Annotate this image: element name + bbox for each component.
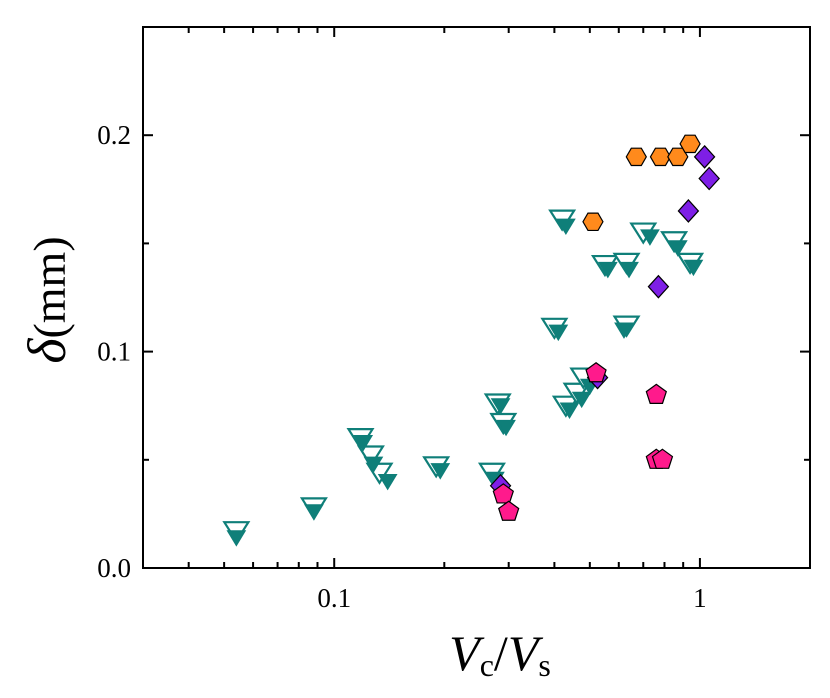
filled-triangles-point [490, 398, 511, 415]
pentagons-point [492, 483, 515, 504]
x-axis-title-slash: / [494, 625, 508, 681]
axis-ticks [142, 26, 811, 569]
filled-triangles-point [353, 434, 374, 452]
filled-triangles-point [683, 259, 704, 277]
filled-triangles-point [597, 261, 618, 279]
y-tick-label: 0.2 [97, 120, 131, 150]
pentagons-point [498, 500, 520, 521]
pentagons-point [645, 383, 668, 404]
y-axis-title-units: (mm) [24, 236, 75, 338]
y-axis-title-symbol: δ [17, 338, 77, 364]
x-tick-label: 1 [693, 583, 707, 613]
filled-triangles-point [571, 391, 592, 409]
filled-triangles-point [226, 530, 247, 547]
pentagons-point [651, 448, 674, 469]
filled-triangles-point [496, 419, 516, 437]
diamonds-point [647, 274, 670, 299]
diamonds-point [677, 199, 700, 223]
x-axis-title: Vc/Vs [449, 625, 551, 683]
filled-triangles-point [548, 324, 569, 342]
x-axis-title-sub-1: c [480, 647, 494, 683]
data-points [222, 134, 720, 547]
tick-labels: 0.0 0.1 0.2 0.1 1 [97, 120, 706, 613]
open-triangles-point [356, 445, 385, 468]
y-tick-label: 0.1 [97, 337, 131, 367]
y-tick-label: 0.0 [97, 553, 131, 583]
diamonds-point [693, 144, 716, 169]
x-tick-label: 0.1 [317, 583, 351, 613]
filled-triangles-point [555, 218, 576, 236]
filled-triangles-point [363, 456, 384, 474]
filled-triangles-point [619, 261, 639, 279]
x-axis-title-sub-2: s [538, 647, 550, 683]
x-axis-title-main-1: V [449, 625, 485, 681]
hexagons-point [649, 147, 672, 167]
x-axis-title-main-2: V [508, 625, 544, 681]
filled-triangles-point [667, 240, 688, 257]
hexagons-point [582, 212, 604, 232]
y-axis-title: δ(mm) [17, 236, 77, 363]
filled-triangles-point [640, 229, 660, 246]
diamonds-point [698, 166, 720, 191]
filled-triangles-point [614, 322, 634, 339]
filled-triangles-point [559, 402, 580, 419]
filled-triangles-point [377, 473, 398, 491]
hexagons-point [625, 147, 648, 167]
pentagons-point [585, 361, 607, 383]
hexagons-point [679, 134, 701, 154]
plot-frame [142, 26, 811, 569]
filled-triangles-point [430, 463, 451, 480]
filled-triangles-point [304, 504, 324, 521]
